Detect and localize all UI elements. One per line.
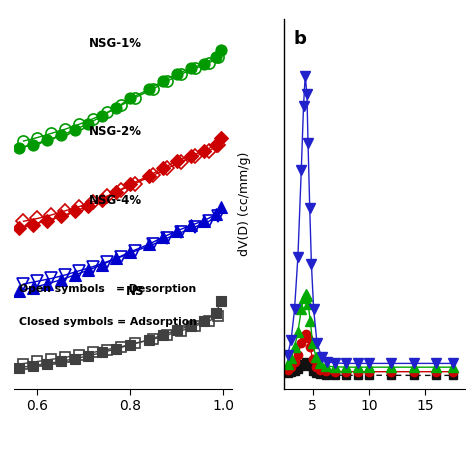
Text: b: b [293,30,306,48]
Text: dV(D) (cc/mm/g): dV(D) (cc/mm/g) [238,152,251,256]
Text: Open symbols   = Desorption: Open symbols = Desorption [18,284,196,294]
Text: NSG-4%: NSG-4% [89,194,142,207]
Text: NS: NS [126,285,144,298]
Text: NSG-2%: NSG-2% [89,125,141,137]
Text: Closed symbols = Adsorption: Closed symbols = Adsorption [18,317,197,327]
Text: NSG-1%: NSG-1% [89,36,141,50]
